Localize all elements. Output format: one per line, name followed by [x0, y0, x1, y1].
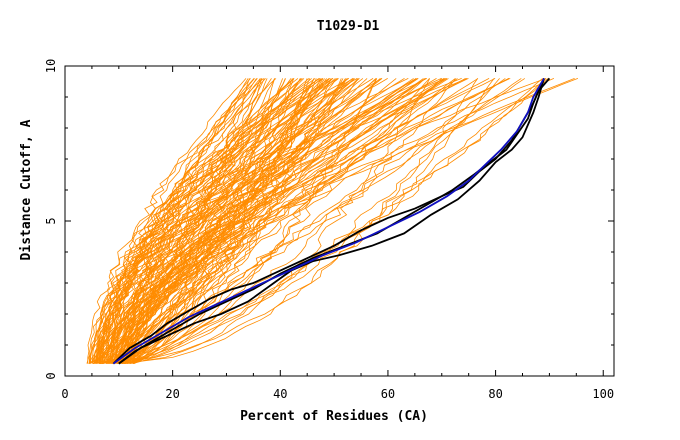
highlight-series-line-2 — [118, 78, 545, 365]
bundle-series-line — [126, 78, 332, 364]
bundle-series-line — [120, 78, 381, 364]
y-tick-label: 10 — [44, 59, 58, 73]
bundle-series-line — [88, 78, 360, 364]
bundle-series-line — [112, 78, 355, 364]
highlight-series-line-3 — [112, 77, 545, 365]
bundle-series-line — [96, 78, 354, 364]
bundle-series-line — [99, 78, 548, 364]
axis-ticks: 0 20 40 60 80 100 0 5 10 — [44, 59, 614, 401]
x-axis-label: Percent of Residues (CA) — [240, 409, 428, 424]
y-axis-label: Distance Cutoff, A — [19, 119, 34, 260]
bundle-series-line — [105, 78, 247, 364]
x-tick-label: 20 — [165, 387, 179, 401]
bundle-series-line — [96, 78, 264, 364]
bundle-series-line — [116, 78, 333, 364]
bundle-series-line — [89, 78, 322, 364]
highlight-series-group — [112, 77, 551, 365]
bundle-series-line — [116, 78, 286, 364]
bundle-series-line — [112, 78, 263, 364]
bundle-series-line — [121, 78, 427, 364]
bundle-series-line — [107, 78, 303, 364]
bundle-series-line — [129, 78, 276, 364]
x-tick-label: 100 — [592, 387, 614, 401]
y-tick-label: 5 — [44, 217, 58, 224]
bundle-series-line — [127, 78, 466, 364]
x-tick-label: 80 — [488, 387, 502, 401]
x-tick-label: 60 — [381, 387, 395, 401]
bundle-series-line — [124, 78, 446, 364]
bundle-series-line — [89, 78, 368, 364]
bundle-series-line — [108, 78, 446, 364]
bundle-series-line — [115, 78, 255, 364]
y-tick-label: 0 — [44, 372, 58, 379]
bundle-series-line — [93, 78, 383, 364]
bundle-series-line — [99, 78, 510, 364]
bundle-series-line — [98, 78, 374, 364]
bundle-series-line — [110, 78, 325, 364]
bundle-series-line — [120, 78, 510, 364]
bundle-series-line — [123, 78, 292, 364]
bundle-series-line — [116, 78, 437, 364]
bundle-series-line — [111, 78, 500, 364]
bundle-series-line — [123, 78, 431, 364]
bundle-series-line — [124, 78, 543, 364]
bundle-series-line — [106, 78, 378, 364]
bundle-series-line — [89, 78, 295, 364]
x-tick-label: 40 — [273, 387, 287, 401]
bundle-series-line — [120, 78, 445, 364]
bundle-series-line — [121, 78, 305, 364]
bundle-series-line — [88, 78, 449, 364]
bundle-series-line — [129, 78, 317, 364]
bundle-series-line — [122, 78, 310, 364]
highlight-series-line-1 — [118, 77, 551, 365]
bundle-series-line — [118, 78, 315, 364]
bundle-series-line — [117, 78, 250, 364]
x-tick-label: 0 — [61, 387, 68, 401]
bundle-series-group — [86, 78, 579, 364]
bundle-series-line — [102, 78, 409, 364]
bundle-series-line — [133, 78, 430, 364]
chart-title: T1029-D1 — [317, 19, 380, 34]
bundle-series-line — [98, 78, 303, 364]
bundle-series-line — [113, 78, 275, 364]
bundle-series-line — [130, 78, 312, 364]
